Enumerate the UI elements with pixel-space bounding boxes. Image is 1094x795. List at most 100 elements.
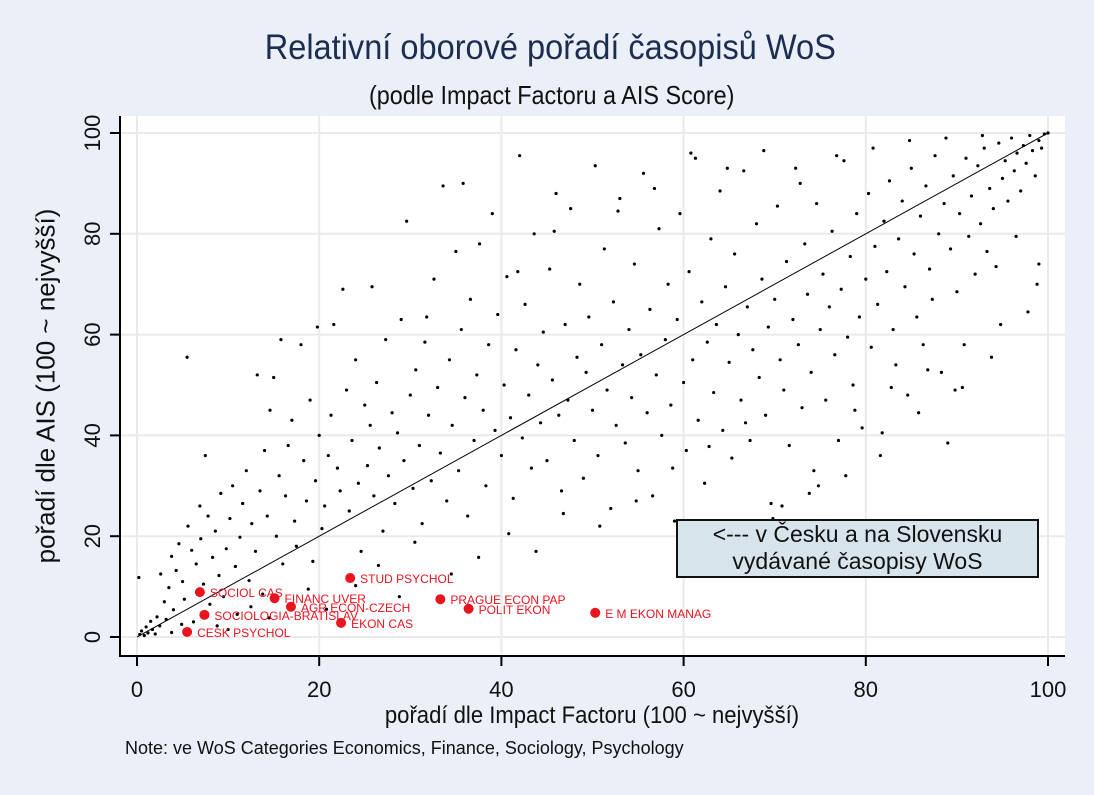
data-point — [657, 227, 661, 231]
data-point — [397, 595, 401, 599]
highlighted-journal: FINANC UVER — [269, 592, 367, 606]
data-point — [815, 201, 819, 206]
data-point — [887, 179, 892, 183]
data-point — [224, 547, 228, 551]
data-point — [994, 264, 998, 269]
data-point — [180, 579, 185, 584]
data-point — [985, 249, 989, 254]
data-point — [618, 196, 622, 201]
data-point — [671, 466, 675, 470]
data-point — [903, 285, 907, 289]
data-point — [1000, 176, 1005, 180]
data-point — [652, 186, 657, 191]
data-point — [472, 438, 476, 443]
data-point — [725, 166, 729, 170]
x-tick-label: 0 — [131, 677, 143, 702]
data-point — [484, 484, 488, 488]
data-point — [447, 358, 452, 362]
data-point — [894, 363, 898, 367]
data-point — [980, 133, 985, 138]
data-point — [146, 631, 150, 635]
data-point — [475, 373, 479, 377]
data-point — [502, 383, 506, 387]
data-point — [836, 438, 841, 443]
data-point — [1026, 310, 1030, 314]
data-point — [632, 262, 637, 266]
data-point — [306, 587, 310, 591]
annotation-box: <--- v Česku a na Slovensku vydávané čas… — [676, 519, 1039, 578]
data-point — [425, 315, 429, 319]
data-point — [286, 443, 290, 448]
data-point — [602, 247, 606, 251]
data-point — [508, 416, 513, 420]
data-point — [687, 270, 691, 274]
data-point — [691, 358, 695, 362]
data-point — [523, 302, 527, 306]
data-point — [247, 578, 251, 583]
data-point — [432, 277, 436, 281]
data-point — [191, 620, 196, 624]
data-point — [751, 348, 755, 352]
data-point — [1037, 138, 1041, 143]
data-point — [436, 385, 440, 390]
data-point — [860, 426, 864, 430]
data-point — [982, 146, 986, 150]
data-point — [953, 388, 957, 392]
data-point — [800, 406, 804, 410]
data-point — [871, 146, 875, 150]
data-point — [293, 519, 297, 523]
data-point — [563, 322, 567, 327]
data-point — [636, 469, 640, 473]
data-point — [727, 360, 731, 364]
highlight-marker — [463, 603, 474, 614]
data-point — [365, 464, 370, 468]
data-point — [833, 353, 837, 357]
data-point — [948, 247, 953, 251]
data-point — [529, 466, 534, 470]
data-point — [593, 164, 597, 168]
highlighted-journal: STUD PSYCHOL — [345, 572, 454, 586]
data-point — [281, 562, 285, 566]
data-point — [937, 232, 941, 236]
data-point — [835, 154, 839, 158]
data-point — [162, 600, 166, 604]
data-point — [235, 612, 239, 616]
data-point — [527, 393, 531, 397]
data-point — [405, 219, 409, 223]
data-point — [541, 330, 545, 334]
highlight-marker — [336, 617, 347, 628]
data-point — [733, 252, 737, 256]
data-point — [384, 338, 388, 342]
data-point — [666, 282, 670, 286]
data-point — [876, 302, 880, 306]
data-point — [784, 259, 789, 264]
data-point — [267, 616, 271, 620]
data-point — [477, 555, 481, 559]
data-point — [944, 136, 948, 140]
data-point — [311, 559, 315, 564]
data-point — [827, 305, 831, 309]
data-point — [830, 229, 834, 233]
data-point — [978, 222, 983, 226]
data-point — [454, 249, 458, 254]
data-point — [1019, 189, 1023, 193]
data-point — [386, 474, 391, 478]
data-point — [572, 438, 576, 443]
data-point — [335, 466, 340, 470]
data-point — [554, 191, 558, 196]
data-point — [532, 232, 536, 236]
data-point — [272, 375, 276, 380]
data-point — [918, 214, 923, 218]
data-point — [736, 333, 740, 337]
data-point — [906, 393, 910, 397]
highlight-label: FINANC UVER — [285, 592, 367, 606]
data-point — [249, 605, 253, 609]
data-point — [144, 625, 148, 629]
data-point — [395, 431, 400, 435]
data-point — [796, 343, 800, 347]
highlight-marker — [435, 594, 446, 605]
data-point — [889, 385, 893, 390]
data-point — [241, 501, 245, 506]
data-point — [807, 491, 811, 495]
data-point — [939, 370, 944, 374]
